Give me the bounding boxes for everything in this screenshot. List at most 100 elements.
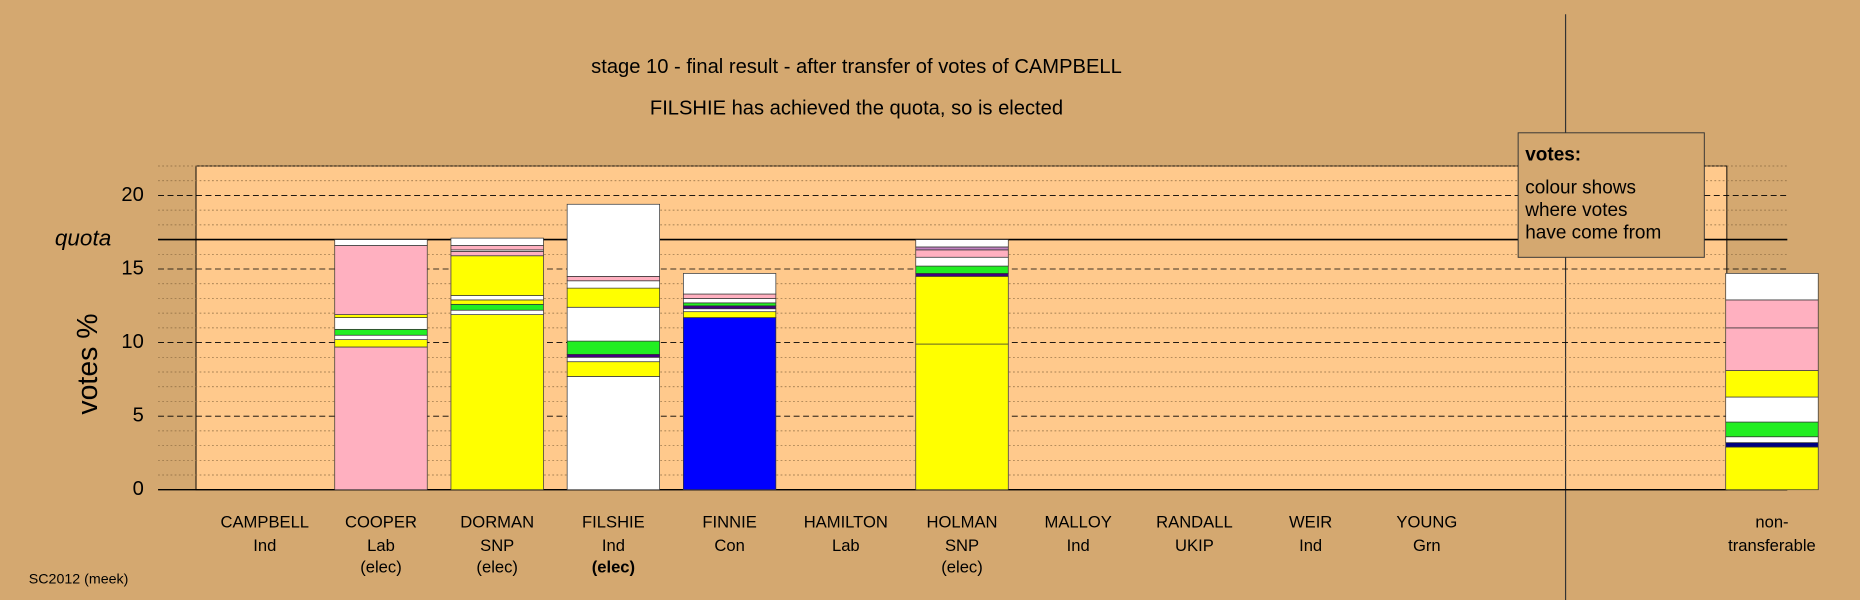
legend-line: have come from: [1525, 223, 1661, 244]
bar-segment: [915, 239, 1009, 248]
bar-segment: [450, 245, 544, 251]
bar-segment: [683, 293, 777, 299]
bar-segment: [683, 273, 777, 295]
bar-segment: [450, 255, 544, 296]
category-party: Lab: [832, 536, 860, 555]
category-name: MALLOY: [1045, 512, 1112, 531]
bar-segment: [566, 276, 660, 282]
category-name: YOUNG: [1396, 512, 1457, 531]
bar-segment: [450, 309, 544, 315]
category-party: transferable: [1728, 536, 1816, 555]
bar-segment: [1725, 442, 1819, 448]
category-name: COOPER: [345, 512, 417, 531]
bar-segment: [334, 317, 428, 330]
bar-segment: [1725, 421, 1819, 438]
bar-segment: [334, 245, 428, 315]
category-party: Lab: [367, 536, 395, 555]
bar-segment: [566, 340, 660, 355]
category-party: Ind: [1299, 536, 1322, 555]
category-name: non-: [1755, 512, 1788, 531]
bar-segment: [450, 250, 544, 257]
y-tick-label: 20: [121, 184, 143, 206]
bar-segment: [566, 353, 660, 358]
category-party: SNP: [480, 536, 514, 555]
bar-segment: [334, 346, 428, 491]
bars: [334, 203, 1819, 491]
category-status: (elec): [360, 557, 402, 576]
bar-segment: [566, 361, 660, 377]
bar-segment: [683, 308, 777, 313]
bar-segment: [450, 299, 544, 305]
category-name: FINNIE: [702, 512, 756, 531]
bar-segment: [450, 237, 544, 246]
category-name: RANDALL: [1156, 512, 1233, 531]
y-tick-label: 15: [121, 257, 143, 279]
bar-segment: [334, 328, 428, 336]
bar-segment: [683, 298, 777, 304]
bar-segment: [915, 343, 1009, 491]
y-tick-label: 10: [121, 331, 143, 353]
bar-segment: [915, 256, 1009, 267]
y-tick-label: 0: [133, 478, 144, 500]
bar-segment: [683, 317, 777, 491]
category-party: Ind: [253, 536, 276, 555]
bar-segment: [683, 305, 777, 310]
bar-segment: [915, 265, 1009, 274]
bar-segment: [1725, 370, 1819, 398]
bar-segment: [915, 273, 1009, 277]
category-name: HOLMAN: [927, 512, 998, 531]
chart-subtitle: FILSHIE has achieved the quota, so is el…: [650, 97, 1063, 119]
category-party: UKIP: [1175, 536, 1214, 555]
legend-line: colour shows: [1525, 178, 1636, 199]
y-axis-label: votes %: [72, 313, 104, 414]
bar-segment: [1725, 327, 1819, 371]
bar-segment: [1725, 273, 1819, 301]
bar-segment: [334, 334, 428, 340]
bar-segment: [450, 303, 544, 311]
category-name: CAMPBELL: [221, 512, 310, 531]
category-name: FILSHIE: [582, 512, 645, 531]
category-party: SNP: [945, 536, 979, 555]
bar-segment: [566, 356, 660, 363]
footer: SC2012 (meek): [29, 572, 129, 588]
bar-segment: [683, 311, 777, 318]
bar-segment: [334, 339, 428, 348]
category-party: Con: [714, 536, 744, 555]
bar-segment: [566, 376, 660, 491]
category-name: DORMAN: [460, 512, 534, 531]
bar-segment: [334, 314, 428, 318]
bar-segment: [915, 249, 1009, 258]
category-party: Ind: [1067, 536, 1090, 555]
quota-label: quota: [55, 226, 111, 251]
bar-segment: [450, 314, 544, 491]
y-tick-label: 5: [133, 404, 144, 426]
bar-segment: [1725, 396, 1819, 423]
category-name: HAMILTON: [804, 512, 888, 531]
bar-segment: [450, 295, 544, 301]
category-status: (elec): [592, 557, 635, 576]
bar-segment: [334, 239, 428, 246]
bar-segment: [1725, 299, 1819, 329]
category-status: (elec): [941, 557, 983, 576]
legend-box: [1517, 132, 1705, 258]
bar-segment: [1725, 446, 1819, 491]
bar-segment: [915, 246, 1009, 251]
legend: votes: colour shows where votes have com…: [1517, 132, 1705, 258]
bar-segment: [566, 306, 660, 342]
bar-segment: [915, 276, 1009, 345]
bar-segment: [566, 280, 660, 289]
category-party: Ind: [602, 536, 625, 555]
bar-segment: [1725, 436, 1819, 443]
category-name: WEIR: [1289, 512, 1332, 531]
category-party: Grn: [1413, 536, 1441, 555]
bar-segment: [566, 287, 660, 308]
bar-segment: [683, 302, 777, 307]
labels: 0 5 10 15 20 quota CAMPBELL Ind COOPER Lab (elec) D…: [55, 184, 1816, 577]
chart-title: stage 10 - final result - after transfer…: [591, 56, 1122, 78]
bar-segment: [566, 203, 660, 277]
legend-title: votes:: [1525, 144, 1581, 165]
legend-line: where votes: [1524, 200, 1627, 221]
category-status: (elec): [476, 557, 517, 576]
